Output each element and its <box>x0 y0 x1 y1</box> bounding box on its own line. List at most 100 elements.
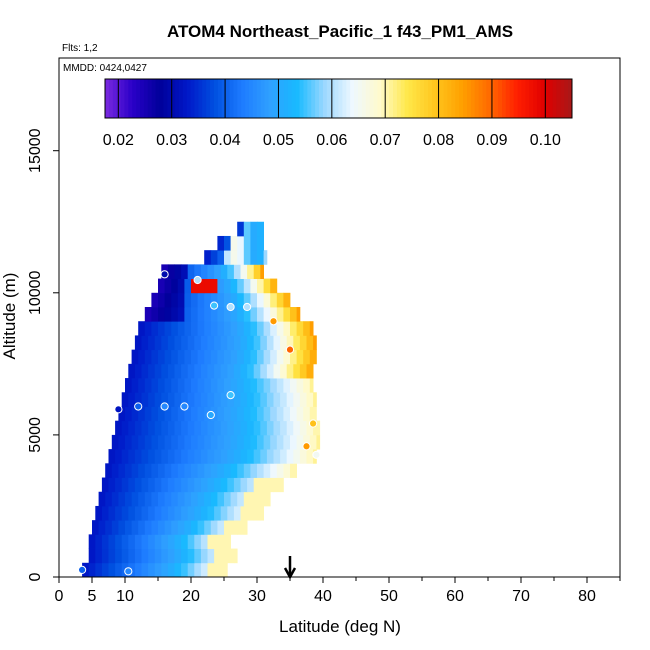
heatmap-cell <box>210 278 218 294</box>
heatmap-cell <box>273 363 281 379</box>
heatmap-cell <box>191 463 198 478</box>
heatmap-cell <box>161 420 169 436</box>
colorbar-segment <box>501 79 507 118</box>
heatmap-cell <box>290 463 297 478</box>
heatmap-cell <box>313 392 317 407</box>
heatmap-cell <box>233 548 238 564</box>
heatmap-cell <box>187 477 195 493</box>
heatmap-cell <box>177 520 185 535</box>
heatmap-cell <box>217 463 225 478</box>
sample-point <box>114 405 123 414</box>
heatmap-cell <box>283 321 291 336</box>
colorbar-segment <box>330 79 336 118</box>
heatmap-cell <box>115 420 123 436</box>
heatmap-cell <box>273 335 281 351</box>
heatmap-cell <box>243 491 251 507</box>
heatmap-cell <box>197 278 205 294</box>
heatmap-cell <box>197 406 205 422</box>
heatmap-cell <box>131 406 139 422</box>
heatmap-cell <box>158 378 165 393</box>
colorbar-tick-label: 0.10 <box>530 132 561 149</box>
heatmap-cell <box>247 449 255 464</box>
x-tick-label: 20 <box>182 588 200 605</box>
heatmap-cell <box>270 378 278 393</box>
heatmap-cell <box>121 477 129 493</box>
heatmap-cell <box>95 534 103 549</box>
heatmap-cell <box>204 292 212 308</box>
heatmap-cell <box>144 378 152 393</box>
heatmap-cell <box>108 562 116 578</box>
heatmap-cell <box>214 392 222 407</box>
heatmap-cell <box>240 264 248 279</box>
heatmap-cell <box>171 491 179 507</box>
colorbar-segment <box>319 79 324 118</box>
heatmap-cell <box>303 321 311 336</box>
sample-point <box>226 302 235 312</box>
heatmap-cell <box>128 534 136 549</box>
colorbar-segment <box>392 79 398 118</box>
heatmap-cell <box>214 534 222 549</box>
colorbar-segment <box>498 79 503 118</box>
heatmap-cell <box>191 292 198 308</box>
heatmap-cell <box>191 491 198 507</box>
colorbar-tick-label: 0.06 <box>316 132 347 149</box>
colorbar-segment <box>560 79 565 118</box>
heatmap-cell <box>293 335 301 351</box>
heatmap-cell <box>148 335 156 351</box>
heatmap-cell <box>197 463 205 478</box>
x-tick-label: 80 <box>578 588 596 605</box>
heatmap-cell <box>118 463 126 478</box>
colorbar-segment <box>299 79 304 118</box>
heatmap-cell <box>250 491 258 507</box>
chart-title: ATOM4 Northeast_Pacific_1 f43_PM1_AMS <box>167 22 513 41</box>
colorbar-segment <box>334 79 339 118</box>
heatmap-cell <box>184 307 192 322</box>
heatmap-cell <box>220 264 228 279</box>
heatmap-cell <box>260 363 268 379</box>
heatmap-cell <box>174 449 182 464</box>
heatmap-cell <box>115 562 123 578</box>
heatmap-cell <box>214 420 222 436</box>
heatmap-cell <box>220 477 228 493</box>
heatmap-cell <box>158 307 165 322</box>
heatmap-cell <box>263 307 271 322</box>
heatmap-cell <box>174 420 182 436</box>
colorbar-segment <box>190 79 196 118</box>
heatmap-cell <box>174 264 182 279</box>
heatmap-cell <box>164 491 172 507</box>
colorbar-segment <box>513 79 519 118</box>
heatmap-cell <box>250 378 258 393</box>
heatmap-cell <box>224 491 231 507</box>
heatmap-cell <box>184 463 192 478</box>
heatmap-cell <box>240 477 248 493</box>
heatmap-cell <box>108 548 116 564</box>
heatmap-cell <box>158 349 165 365</box>
heatmap-cell <box>171 378 179 393</box>
heatmap-cell <box>167 335 175 351</box>
heatmap-cell <box>194 392 202 407</box>
heatmap-cell <box>181 420 189 436</box>
heatmap-cell <box>220 548 228 564</box>
heatmap-cell <box>296 321 304 336</box>
heatmap-cell <box>214 505 222 521</box>
heatmap-cell <box>177 307 185 322</box>
heatmap-cell <box>154 534 162 549</box>
heatmap-cell <box>177 378 185 393</box>
heatmap-cell <box>313 420 321 436</box>
colorbar-segment <box>178 79 184 118</box>
heatmap-cell <box>237 250 245 265</box>
sample-point <box>124 567 133 576</box>
colorbar-segment <box>311 79 316 118</box>
colorbar-segment <box>525 79 530 118</box>
heatmap-cell <box>158 321 165 336</box>
heatmap-cell <box>237 378 245 393</box>
axes: 0 5 10 20 30 40 50 60 70 80 0 5000 10000 15000 <box>27 128 621 605</box>
heatmap-cell <box>250 250 258 265</box>
heatmap-cell <box>309 349 317 365</box>
heatmap-cell <box>207 392 215 407</box>
heatmap-cell <box>148 534 156 549</box>
heatmap-cell <box>151 463 159 478</box>
heatmap-cell <box>164 520 172 535</box>
x-tick-label: 10 <box>116 588 134 605</box>
colorbar-segment <box>408 79 413 118</box>
